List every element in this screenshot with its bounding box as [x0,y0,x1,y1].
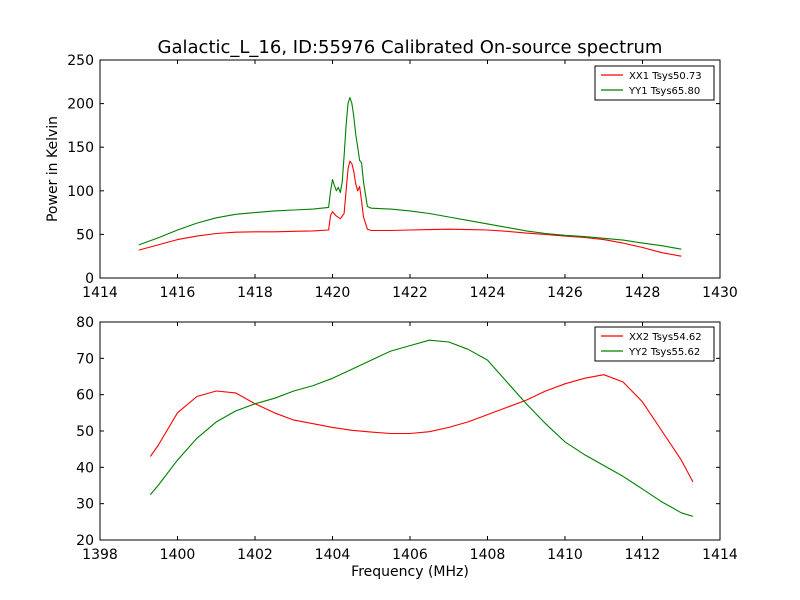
series-line-1-1 [138,160,682,257]
series-line-2-2 [149,339,694,517]
y-tick-label: 70 [76,351,94,367]
x-axis-label: Frequency (MHz) [351,564,469,580]
chart-panels: 1414 1416 1418 1420 1422 1424 1426 1428 14300501… [45,53,738,580]
y-tick-label: 50 [76,227,94,243]
x-tick-label: 1416 [160,285,196,301]
y-tick-label: 100 [67,184,94,200]
x-tick-label: 1424 [470,285,506,301]
x-tick-label: 1420 [315,285,351,301]
legend-label: YY2 Tsys55.62 [628,347,700,358]
y-tick-label: 80 [76,315,94,331]
chart-panel-1: 1414 1416 1418 1420 1422 1424 1426 1428 1430 0 50 1… [45,53,738,301]
legend-label: XX2 Tsys54.62 [629,332,702,343]
series-line-2-1 [149,374,694,483]
legend-2: XX2 Tsys54.62 YY2 Tsys55.62 [594,326,715,362]
y-tick-label: 0 [85,271,94,287]
x-tick-label: 1426 [547,285,583,301]
x-tick-label: 1402 [237,547,273,563]
x-tick-label: 1414 [82,285,118,301]
y-tick-label: 150 [67,140,94,156]
x-tick-label: 1408 [470,547,506,563]
series-line-1-2 [138,96,682,250]
x-tick-label: 1414 [702,547,738,563]
y-tick-label: 250 [67,53,94,69]
x-tick-label: 1412 [625,547,661,563]
x-tick-label: 1410 [547,547,583,563]
x-tick-label: 1430 [702,285,738,301]
y-tick-label: 40 [76,460,94,476]
y-tick-label: 20 [76,533,94,549]
y-tick-label: 60 [76,388,94,404]
chart-panel-2: 1398 1400 1402 1404 1406 1408 1410 1412 1414 20 30… [76,315,738,580]
y-axis-label: Power in Kelvin [45,116,61,222]
x-tick-label: 1406 [392,547,428,563]
legend-label: XX1 Tsys50.73 [629,71,702,82]
legend-box [594,65,715,101]
x-tick-label: 1428 [625,285,661,301]
legend-1: XX1 Tsys50.73 YY1 Tsys65.80 [594,65,715,101]
x-tick-label: 1418 [237,285,273,301]
legend-label: YY1 Tsys65.80 [628,86,700,97]
x-tick-label: 1404 [315,547,351,563]
y-tick-label: 50 [76,424,94,440]
figure-title: Galactic_L_16, ID:55976 Calibrated On-so… [158,37,663,58]
x-tick-label: 1422 [392,285,428,301]
y-tick-label: 200 [67,97,94,113]
x-tick-label: 1398 [82,547,118,563]
y-tick-label: 30 [76,497,94,513]
legend-box [594,326,715,362]
x-tick-label: 1400 [160,547,196,563]
